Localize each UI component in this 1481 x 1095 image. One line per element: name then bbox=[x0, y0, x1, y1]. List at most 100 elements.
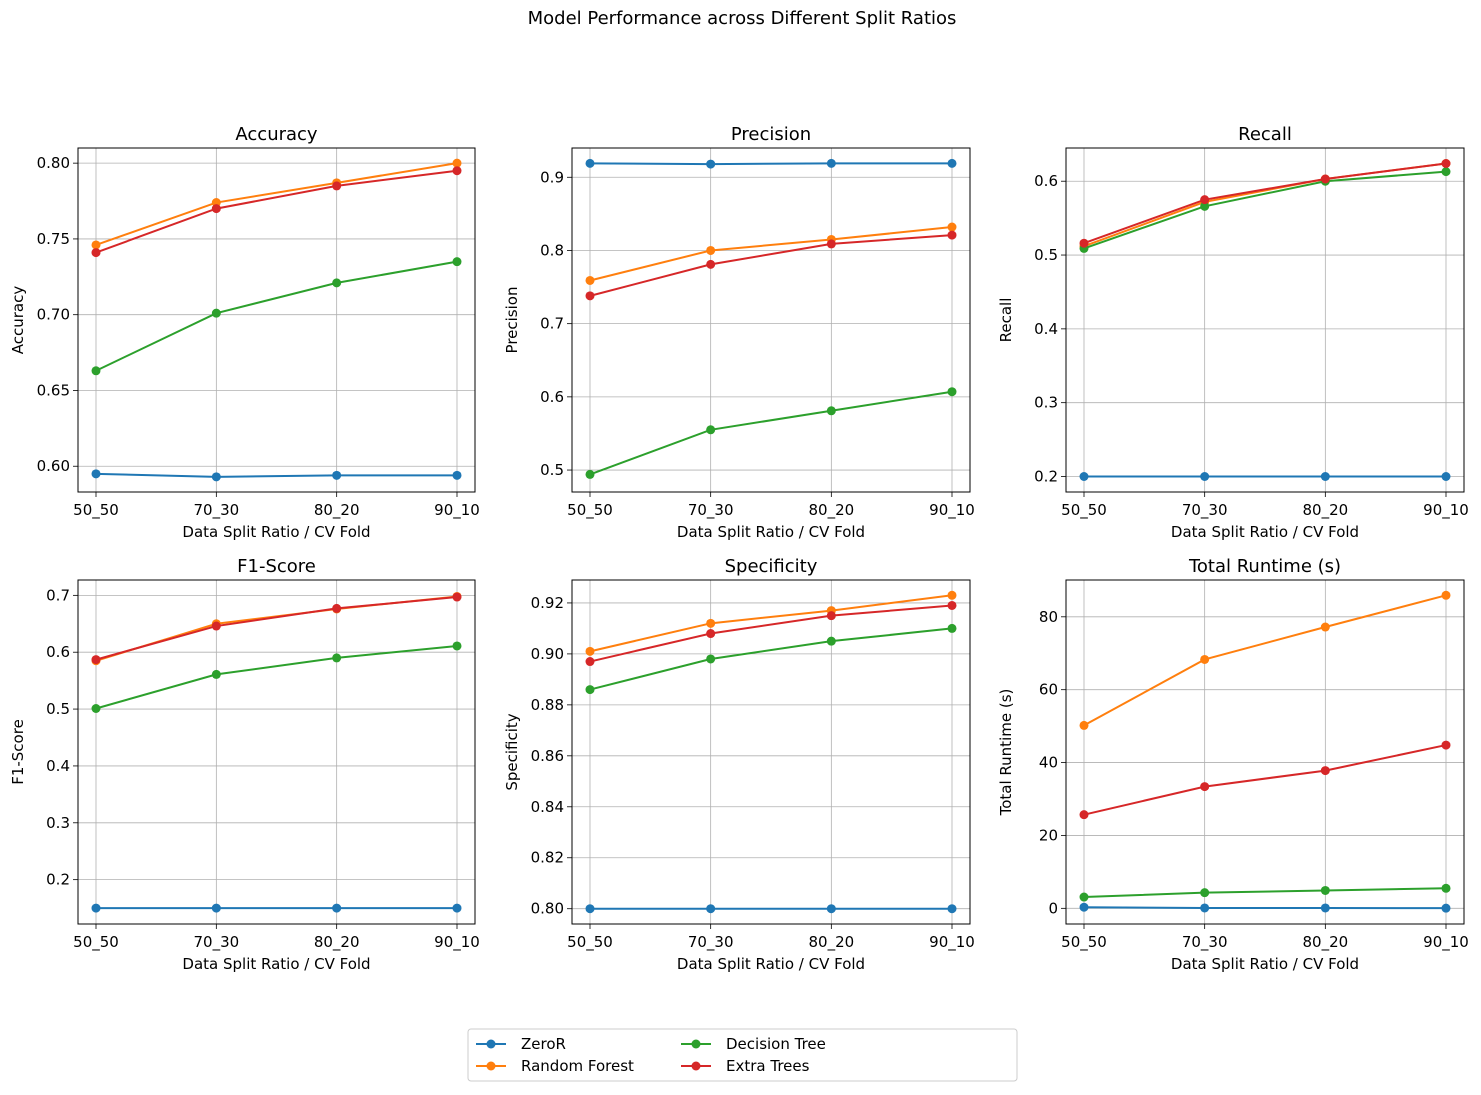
data-point-extra-trees bbox=[91, 655, 101, 665]
axes-frame bbox=[77, 579, 476, 925]
legend-marker-extra-trees bbox=[691, 1061, 701, 1071]
series-line-decision-tree bbox=[1083, 170, 1447, 250]
y-tick-label: 0.84 bbox=[531, 798, 564, 816]
y-axis-label: Accuracy bbox=[9, 286, 27, 355]
data-point-decision-tree bbox=[452, 641, 462, 651]
data-point-zeror bbox=[706, 159, 716, 169]
data-point-extra-trees bbox=[947, 230, 957, 240]
x-tick-label: 80_20 bbox=[314, 501, 360, 520]
series-line-zeror bbox=[589, 162, 952, 166]
y-tick-label: 0.92 bbox=[531, 594, 564, 612]
series-line-extra-trees bbox=[95, 169, 458, 254]
series-line-decision-tree bbox=[95, 260, 458, 372]
data-point-random-forest bbox=[452, 158, 462, 168]
legend-label-zeror: ZeroR bbox=[521, 1035, 566, 1053]
subplot-f1-score: 50_50 70_30 80_20 90_10 0.2 0.3 0.4 0.5 0.6 0.7 F1… bbox=[9, 556, 480, 973]
x-tick-label: 80_20 bbox=[1302, 933, 1348, 952]
data-point-extra-trees bbox=[585, 291, 595, 301]
legend-marker-random-forest bbox=[486, 1061, 496, 1071]
data-point-zeror bbox=[1079, 902, 1089, 912]
x-tick-label: 70_30 bbox=[1182, 501, 1228, 520]
data-point-decision-tree bbox=[332, 653, 342, 663]
data-point-extra-trees bbox=[452, 166, 462, 176]
data-point-extra-trees bbox=[1079, 810, 1089, 820]
x-tick-label: 50_50 bbox=[1061, 501, 1107, 520]
series-line-decision-tree bbox=[1083, 887, 1447, 899]
series-line-extra-trees bbox=[1083, 162, 1447, 245]
legend: ZeroR Random Forest Decision Tree Extra Tre… bbox=[467, 1028, 1018, 1082]
data-point-decision-tree bbox=[332, 278, 342, 288]
data-point-random-forest bbox=[947, 222, 957, 232]
data-point-random-forest bbox=[947, 590, 957, 600]
y-tick-label: 0.9 bbox=[540, 168, 564, 186]
axes-frame bbox=[571, 579, 971, 925]
y-tick-label: 0.88 bbox=[531, 696, 564, 714]
data-point-extra-trees bbox=[211, 621, 221, 631]
data-point-decision-tree bbox=[1441, 883, 1451, 893]
subplot-title: Accuracy bbox=[235, 124, 318, 145]
data-point-zeror bbox=[1079, 471, 1089, 481]
legend-item-extra-trees: Extra Trees bbox=[681, 1057, 810, 1075]
data-point-random-forest bbox=[585, 275, 595, 285]
subplot-title: Precision bbox=[731, 124, 811, 145]
x-tick-label: 50_50 bbox=[1061, 933, 1107, 952]
y-tick-label: 0.4 bbox=[1034, 320, 1058, 338]
legend-label-random-forest: Random Forest bbox=[521, 1057, 634, 1075]
x-tick-label: 50_50 bbox=[73, 501, 119, 520]
data-point-decision-tree bbox=[585, 469, 595, 479]
subplot-grid: 50_50 70_30 80_20 90_100.600.650.700.750.80… bbox=[9, 124, 1469, 973]
y-tick-label: 0.60 bbox=[37, 457, 70, 475]
subplot-title: Recall bbox=[1238, 124, 1292, 145]
y-tick-label: 0.90 bbox=[531, 645, 564, 663]
data-point-zeror bbox=[947, 158, 957, 168]
legend-label-extra-trees: Extra Trees bbox=[726, 1057, 810, 1075]
x-axis-label: Data Split Ratio / CV Fold bbox=[677, 523, 865, 541]
data-point-extra-trees bbox=[826, 239, 836, 249]
data-point-extra-trees bbox=[1441, 159, 1451, 169]
data-point-extra-trees bbox=[452, 592, 462, 602]
y-tick-label: 0.2 bbox=[1034, 467, 1058, 485]
data-point-decision-tree bbox=[1079, 892, 1089, 902]
data-point-random-forest bbox=[706, 245, 716, 255]
data-point-zeror bbox=[332, 470, 342, 480]
data-point-random-forest bbox=[585, 646, 595, 656]
x-tick-label: 90_10 bbox=[434, 501, 480, 520]
axes-frame bbox=[1065, 579, 1465, 925]
data-point-decision-tree bbox=[91, 704, 101, 714]
y-tick-label: 0.80 bbox=[37, 154, 70, 172]
data-point-decision-tree bbox=[947, 623, 957, 633]
series-line-extra-trees bbox=[589, 234, 953, 297]
x-axis-label: Data Split Ratio / CV Fold bbox=[1171, 955, 1359, 973]
subplot-precision: 50_50 70_30 80_20 90_10 0.5 0.6 0.7 0.8 0.9 Preci… bbox=[503, 124, 975, 541]
x-tick-label: 90_10 bbox=[1423, 501, 1469, 520]
y-tick-label: 0.7 bbox=[540, 315, 564, 333]
data-point-zeror bbox=[826, 904, 836, 914]
data-point-zeror bbox=[1320, 903, 1330, 913]
y-axis-label: Recall bbox=[997, 298, 1015, 343]
data-point-decision-tree bbox=[826, 406, 836, 416]
x-tick-label: 80_20 bbox=[808, 501, 854, 520]
x-tick-label: 80_20 bbox=[1302, 501, 1348, 520]
legend-marker-decision-tree bbox=[691, 1039, 701, 1049]
series-line-zeror bbox=[1083, 906, 1447, 910]
data-point-zeror bbox=[585, 158, 595, 168]
series-line-decision-tree bbox=[589, 390, 953, 476]
x-tick-label: 70_30 bbox=[1182, 933, 1228, 952]
data-point-extra-trees bbox=[947, 600, 957, 610]
series-line-extra-trees bbox=[95, 596, 458, 661]
legend-item-decision-tree: Decision Tree bbox=[681, 1035, 826, 1053]
data-point-extra-trees bbox=[706, 259, 716, 269]
y-tick-label: 0.65 bbox=[37, 381, 70, 399]
y-axis-label: Precision bbox=[503, 287, 521, 354]
series-line-decision-tree bbox=[589, 627, 953, 691]
subplot-title: Specificity bbox=[725, 556, 818, 577]
y-tick-label: 0.5 bbox=[1034, 246, 1058, 264]
legend-box bbox=[467, 1028, 1018, 1082]
data-point-zeror bbox=[1441, 903, 1451, 913]
y-tick-label: 0.3 bbox=[46, 814, 70, 832]
legend-item-random-forest: Random Forest bbox=[476, 1057, 634, 1075]
series-line-random-forest bbox=[589, 226, 953, 282]
data-point-decision-tree bbox=[826, 636, 836, 646]
